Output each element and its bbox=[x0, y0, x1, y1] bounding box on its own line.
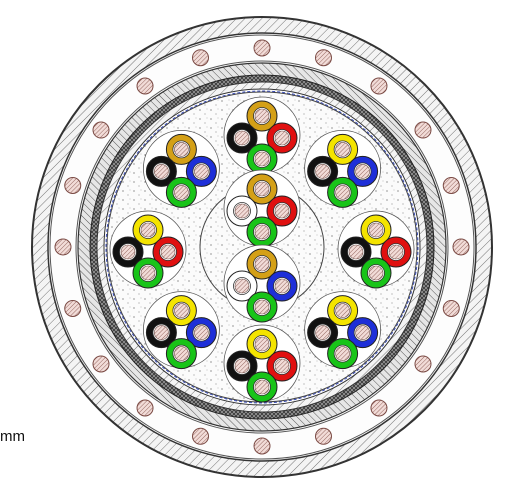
conductor-core bbox=[335, 346, 350, 361]
conductor-quads bbox=[109, 96, 415, 403]
quad-top bbox=[223, 96, 301, 175]
strength-member bbox=[414, 355, 432, 373]
strength-member bbox=[192, 49, 210, 67]
conductor-core bbox=[140, 222, 156, 238]
conductor-core bbox=[254, 299, 270, 315]
conductor-core bbox=[234, 358, 250, 374]
strength-member bbox=[370, 399, 388, 417]
quad-upper-left bbox=[142, 129, 220, 208]
conductor-core bbox=[355, 325, 370, 340]
quad-left bbox=[109, 210, 187, 289]
strength-member bbox=[253, 437, 271, 455]
strength-member bbox=[253, 39, 271, 57]
conductor-core bbox=[234, 203, 250, 219]
strength-member bbox=[54, 238, 72, 256]
strength-members bbox=[54, 39, 470, 455]
strength-member bbox=[314, 427, 332, 445]
conductor-core bbox=[274, 278, 290, 294]
conductor-core bbox=[254, 108, 270, 124]
strength-member bbox=[136, 399, 154, 417]
conductor-core bbox=[274, 203, 290, 219]
unit-label: mm bbox=[0, 428, 25, 445]
conductor-core bbox=[315, 164, 330, 179]
strength-member bbox=[314, 49, 332, 67]
conductor-core bbox=[140, 265, 156, 281]
quad-right bbox=[337, 210, 415, 289]
conductor-core bbox=[174, 142, 189, 157]
conductor-core bbox=[154, 325, 169, 340]
conductor-core bbox=[174, 185, 189, 200]
conductor-core bbox=[274, 130, 290, 146]
conductor-core bbox=[254, 336, 270, 352]
conductor-core bbox=[388, 244, 404, 260]
strength-member bbox=[92, 355, 110, 373]
conductor-core bbox=[194, 164, 209, 179]
binder-tape bbox=[105, 90, 419, 404]
conductor-core bbox=[254, 151, 270, 167]
conductor-core bbox=[355, 164, 370, 179]
conductor-core bbox=[120, 244, 136, 260]
conductor-core bbox=[254, 379, 270, 395]
conductor-core bbox=[254, 224, 270, 240]
conductor-core bbox=[154, 164, 169, 179]
conductor-core bbox=[254, 256, 270, 272]
strength-member bbox=[136, 77, 154, 95]
strength-member bbox=[370, 77, 388, 95]
conductor-core bbox=[315, 325, 330, 340]
conductor-core bbox=[274, 358, 290, 374]
strength-member bbox=[192, 427, 210, 445]
conductor-core bbox=[335, 142, 350, 157]
quad-lower-right bbox=[304, 291, 382, 370]
conductor-core bbox=[335, 303, 350, 318]
strength-member bbox=[442, 299, 460, 317]
conductor-core bbox=[234, 278, 250, 294]
conductor-core bbox=[174, 346, 189, 361]
quad-upper-right bbox=[304, 129, 382, 208]
conductor-core bbox=[194, 325, 209, 340]
conductor-core bbox=[368, 222, 384, 238]
quad-center-upper bbox=[223, 169, 301, 248]
strength-member bbox=[442, 177, 460, 195]
conductor-core bbox=[174, 303, 189, 318]
conductor-core bbox=[234, 130, 250, 146]
quad-lower-left bbox=[142, 291, 220, 370]
strength-member bbox=[64, 299, 82, 317]
conductor-core bbox=[348, 244, 364, 260]
quad-center-lower bbox=[223, 244, 301, 323]
quad-bottom bbox=[223, 324, 301, 403]
strength-member bbox=[64, 177, 82, 195]
conductor-core bbox=[335, 185, 350, 200]
strength-layer-inner-edge bbox=[75, 60, 449, 434]
strength-member bbox=[452, 238, 470, 256]
strength-member bbox=[414, 121, 432, 139]
conductor-core bbox=[368, 265, 384, 281]
strength-member bbox=[92, 121, 110, 139]
conductor-core bbox=[254, 181, 270, 197]
conductor-core bbox=[160, 244, 176, 260]
